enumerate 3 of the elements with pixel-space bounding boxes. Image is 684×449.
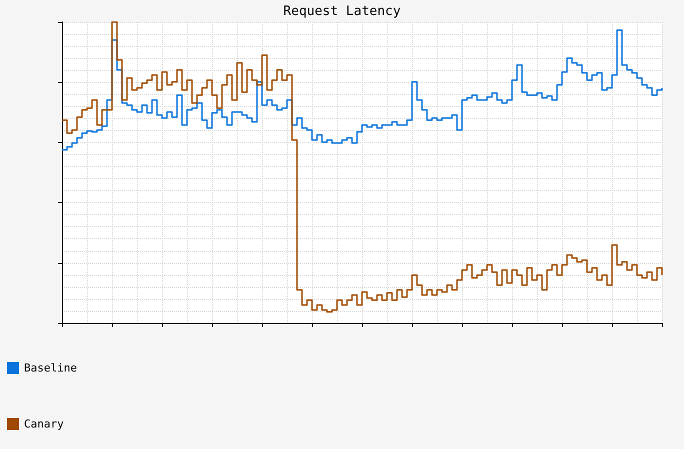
legend-label: Canary <box>24 418 64 430</box>
legend-label: Baseline <box>24 362 77 374</box>
chart-title: Request Latency <box>283 4 401 19</box>
